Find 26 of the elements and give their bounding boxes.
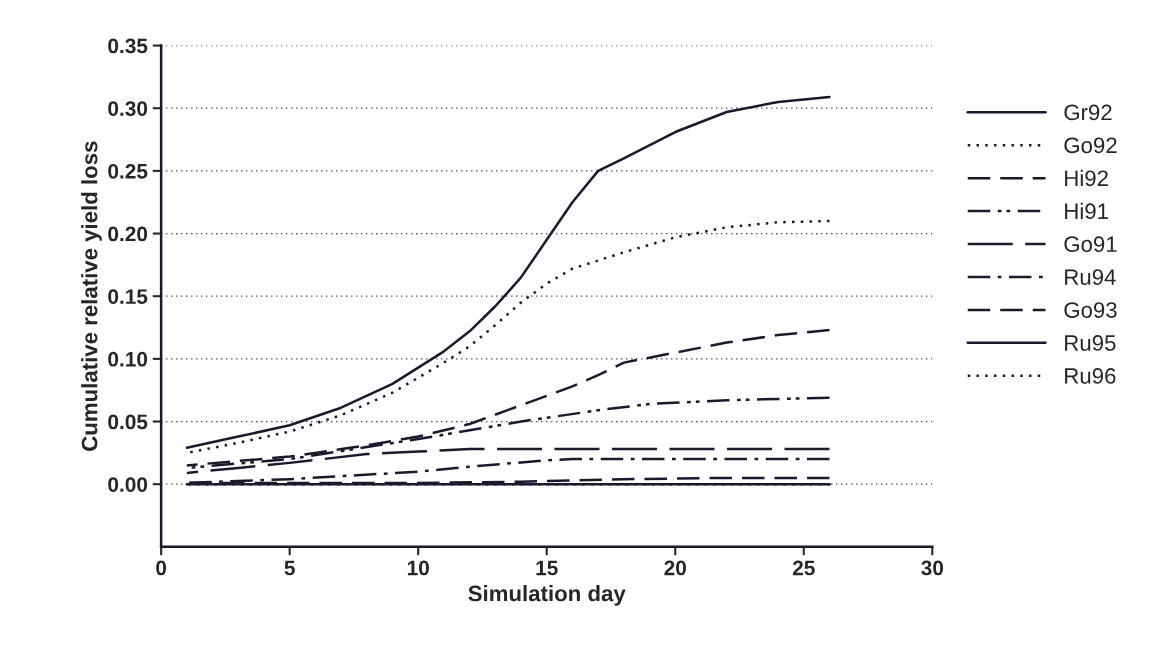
y-tick-label: 0.35 [108,38,148,54]
legend-label: Ru94 [1065,269,1116,285]
x-tick-label: 5 [284,560,295,576]
x-tick-label: 25 [792,560,815,576]
y-tick-label: 0.05 [108,414,148,430]
x-axis-title: Simulation day [468,585,626,606]
y-tick-label: 0.15 [108,289,148,304]
x-tick-label: 10 [407,560,429,576]
x-tick-label: 20 [664,560,686,576]
y-tick-label: 0.25 [108,163,148,179]
legend-label: Go91 [1064,236,1117,253]
legend-label: Hi91 [1065,202,1108,220]
legend-label: Hi92 [1065,169,1108,187]
legend-label: Ru96 [1065,368,1116,384]
legend-label: Go93 [1064,302,1117,318]
y-axis-title: Cumulative relative yield loss [81,141,102,451]
x-tick-label: 15 [536,560,558,576]
y-tick-label: 0.20 [108,226,148,242]
legend-label: Go92 [1064,137,1117,154]
y-tick-label: 0.30 [108,101,148,117]
legend-label: Gr92 [1064,104,1112,121]
x-tick-label: 30 [921,560,944,576]
x-tick-label: 0 [156,560,167,576]
y-tick-label: 0.00 [108,477,148,492]
legend-label: Ru95 [1065,335,1116,351]
y-tick-label: 0.10 [108,351,148,367]
